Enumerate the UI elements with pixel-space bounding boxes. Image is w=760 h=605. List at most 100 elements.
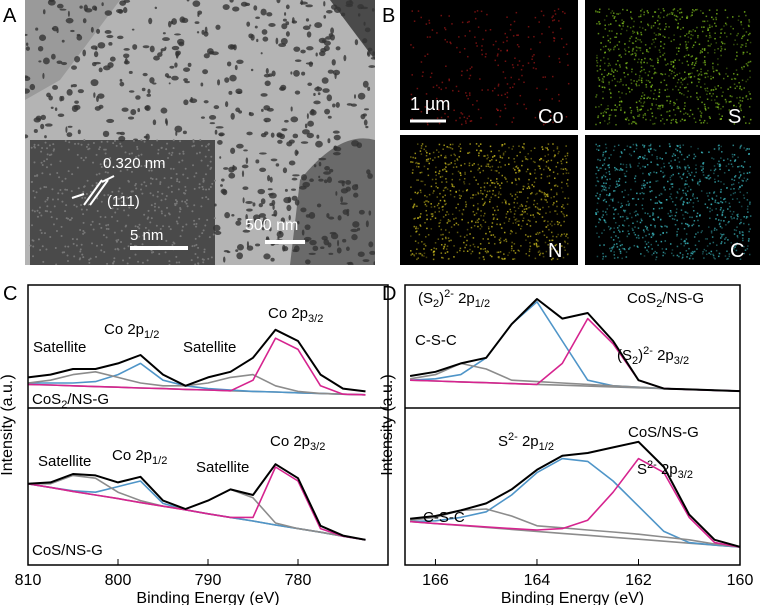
map-signal bbox=[564, 155, 566, 158]
nanoparticle bbox=[276, 132, 283, 138]
scale-bar-label: 5 nm bbox=[130, 227, 163, 244]
map-signal bbox=[738, 81, 740, 84]
map-signal bbox=[443, 168, 446, 170]
map-signal bbox=[739, 222, 741, 225]
map-signal bbox=[679, 144, 681, 147]
map-signal bbox=[702, 121, 705, 124]
map-signal bbox=[425, 93, 428, 95]
lattice-dot bbox=[182, 173, 185, 176]
lattice-dot bbox=[196, 152, 199, 155]
map-signal bbox=[745, 217, 748, 219]
nanoparticle bbox=[264, 80, 271, 87]
map-signal bbox=[468, 92, 471, 94]
lattice-dot bbox=[79, 228, 82, 231]
nanoparticle bbox=[52, 85, 59, 90]
lattice-dot bbox=[165, 148, 168, 151]
map-signal bbox=[720, 197, 722, 199]
map-signal bbox=[491, 159, 493, 161]
map-signal bbox=[456, 158, 458, 160]
map-signal bbox=[719, 209, 722, 211]
map-signal bbox=[445, 186, 447, 189]
map-signal bbox=[666, 88, 669, 91]
nanoparticle bbox=[253, 214, 261, 221]
map-signal bbox=[602, 199, 605, 202]
map-signal bbox=[479, 143, 482, 145]
map-signal bbox=[667, 180, 669, 183]
lattice-dot bbox=[40, 150, 43, 153]
map-label: Co bbox=[538, 106, 564, 128]
map-signal bbox=[640, 105, 643, 107]
nanoparticle bbox=[345, 3, 353, 8]
lattice-dot bbox=[61, 180, 64, 183]
map-signal bbox=[603, 186, 605, 189]
map-signal bbox=[746, 39, 749, 41]
map-signal bbox=[520, 225, 523, 227]
map-signal bbox=[691, 250, 694, 253]
map-signal bbox=[632, 229, 634, 231]
map-signal bbox=[617, 236, 620, 239]
map-signal bbox=[595, 123, 597, 126]
map-signal bbox=[517, 171, 520, 173]
nanoparticle bbox=[266, 12, 273, 17]
map-signal bbox=[545, 199, 547, 201]
map-signal bbox=[597, 115, 600, 117]
nanoparticle bbox=[328, 216, 335, 220]
map-signal bbox=[448, 79, 450, 82]
map-signal bbox=[432, 251, 435, 253]
map-signal bbox=[606, 74, 609, 76]
map-signal bbox=[647, 241, 650, 244]
map-signal bbox=[469, 233, 471, 235]
map-signal bbox=[499, 239, 501, 241]
lattice-dot bbox=[185, 199, 188, 202]
y-axis-label: Intensity (a.u.) bbox=[379, 374, 396, 475]
map-signal bbox=[469, 248, 471, 251]
map-signal bbox=[614, 190, 616, 192]
map-signal bbox=[722, 105, 724, 108]
map-signal bbox=[686, 83, 689, 86]
map-signal bbox=[438, 222, 440, 225]
map-signal bbox=[522, 217, 525, 220]
map-signal bbox=[749, 166, 752, 168]
lattice-dot bbox=[71, 237, 74, 240]
map-signal bbox=[707, 52, 709, 54]
map-signal bbox=[656, 202, 658, 204]
map-signal bbox=[518, 178, 521, 181]
map-signal bbox=[548, 228, 550, 231]
annotation-part: 2 bbox=[656, 298, 662, 310]
map-signal bbox=[691, 9, 694, 11]
map-signal bbox=[649, 190, 651, 193]
map-signal bbox=[555, 165, 558, 168]
nanoparticle bbox=[301, 229, 305, 236]
map-signal bbox=[608, 173, 611, 175]
map-signal bbox=[647, 212, 649, 215]
map-signal bbox=[724, 216, 727, 219]
map-signal bbox=[692, 29, 694, 31]
map-signal bbox=[448, 78, 450, 81]
map-signal bbox=[491, 90, 494, 92]
nanoparticle bbox=[269, 176, 273, 183]
map-signal bbox=[640, 66, 643, 68]
map-signal bbox=[688, 30, 691, 33]
map-signal bbox=[620, 107, 622, 109]
map-signal bbox=[497, 166, 500, 168]
lattice-dot bbox=[193, 187, 196, 190]
map-signal bbox=[493, 209, 496, 212]
map-signal bbox=[738, 165, 741, 168]
map-signal bbox=[633, 117, 635, 119]
map-signal bbox=[421, 75, 424, 77]
map-signal bbox=[513, 201, 515, 204]
nanoparticle bbox=[235, 107, 241, 113]
map-signal bbox=[740, 165, 743, 167]
map-signal bbox=[504, 60, 507, 62]
map-signal bbox=[703, 49, 706, 51]
map-signal bbox=[566, 179, 569, 181]
map-signal bbox=[693, 197, 696, 200]
map-signal bbox=[632, 143, 635, 146]
map-signal bbox=[459, 235, 462, 238]
map-signal bbox=[660, 114, 663, 116]
map-signal bbox=[656, 157, 658, 160]
map-signal bbox=[428, 22, 431, 24]
map-signal bbox=[540, 120, 542, 122]
map-signal bbox=[550, 115, 552, 117]
lattice-dot bbox=[140, 153, 143, 156]
